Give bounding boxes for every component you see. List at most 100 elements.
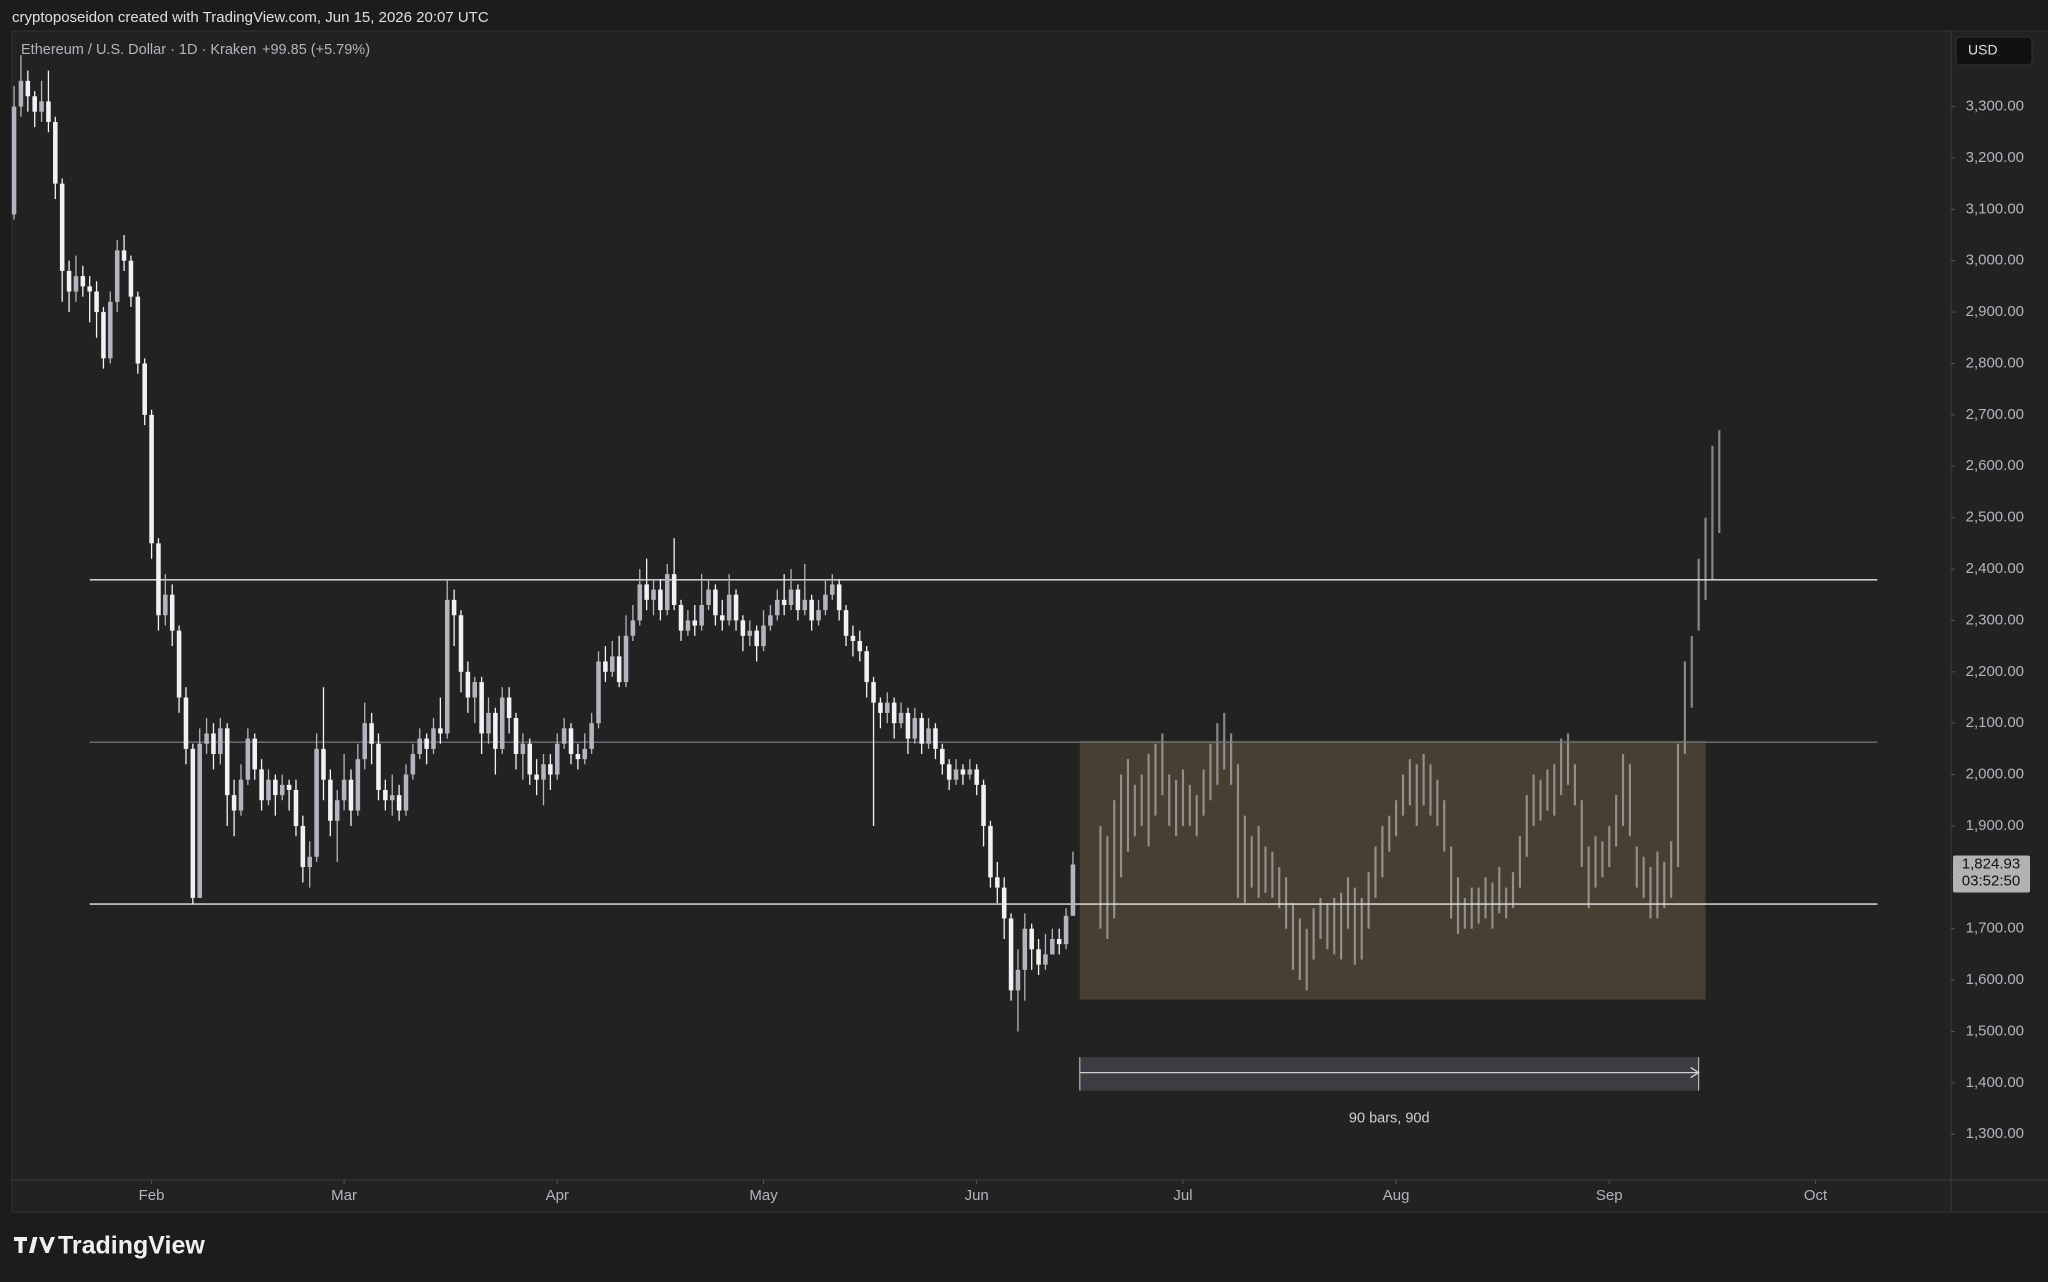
candle-body — [479, 682, 484, 734]
range-box — [1079, 740, 1706, 1000]
candle-body — [506, 697, 512, 719]
candle-body — [1056, 938, 1062, 945]
candle-body — [554, 743, 560, 775]
candle-body — [802, 599, 808, 611]
x-tick-label: Apr — [546, 1187, 569, 1204]
candle-body — [692, 620, 698, 626]
candle-body — [486, 712, 491, 734]
date-range-arrowhead — [1690, 1067, 1700, 1079]
candle-body — [245, 738, 251, 780]
candle-body — [25, 80, 31, 97]
candle-body — [355, 759, 361, 811]
y-tick-label: 2,300.00 — [1966, 611, 2024, 628]
candle-body — [218, 728, 223, 755]
candle-body — [575, 754, 581, 760]
candle-body — [224, 728, 230, 796]
candle-body — [53, 121, 58, 184]
candle-body — [204, 733, 209, 744]
currency-button[interactable] — [1955, 36, 2033, 66]
x-tick-label: Mar — [331, 1187, 357, 1204]
candle-body — [974, 769, 979, 785]
candle-body — [781, 599, 787, 605]
candle-body — [403, 774, 409, 811]
candle-body — [850, 635, 856, 641]
candle-body — [396, 795, 402, 811]
candle-body — [658, 589, 663, 611]
candle-body — [830, 584, 835, 595]
x-tick-label: Feb — [139, 1187, 165, 1204]
candle-body — [775, 599, 780, 616]
candle-body — [527, 743, 533, 775]
y-tick-label: 2,700.00 — [1966, 406, 2024, 423]
candle-body — [1070, 864, 1076, 916]
candle-body — [286, 784, 292, 790]
change-legend: +99.85 (+5.79%) — [262, 42, 370, 58]
candle-body — [101, 312, 106, 359]
candle-body — [211, 733, 216, 755]
candle-body — [376, 743, 381, 790]
candle-body — [73, 276, 79, 292]
candle-body — [733, 594, 739, 621]
candle-body — [582, 748, 588, 760]
candle-body — [596, 661, 601, 724]
y-tick-label: 1,900.00 — [1966, 817, 2024, 834]
candle-body — [300, 825, 306, 868]
candle-body — [341, 779, 347, 801]
candle-body — [46, 101, 51, 122]
candle-body — [183, 697, 189, 749]
candle-body — [458, 615, 464, 672]
candle-body — [1036, 949, 1041, 965]
candle-body — [266, 779, 271, 801]
candle-body — [197, 743, 202, 898]
candle-body — [871, 682, 876, 703]
date-range — [1079, 1057, 1699, 1091]
candle-body — [156, 543, 161, 616]
time-axis — [12, 1180, 2048, 1212]
candle-body — [169, 594, 175, 631]
candle-body — [389, 795, 395, 801]
candle-body — [190, 748, 196, 898]
candle-body — [80, 276, 86, 287]
date-range-label: 90 bars, 90d — [1349, 1110, 1430, 1126]
y-tick-label: 3,100.00 — [1966, 200, 2024, 217]
candle-body — [981, 784, 986, 826]
x-tick-label: May — [749, 1187, 778, 1204]
candle-body — [108, 301, 113, 359]
candle-body — [1008, 918, 1014, 991]
candle-body — [933, 728, 938, 749]
candle-body — [231, 795, 237, 811]
candle-body — [768, 615, 773, 626]
candle-body — [1001, 887, 1007, 919]
candle-body — [279, 784, 285, 796]
x-tick-label: Jul — [1173, 1187, 1192, 1204]
candle-body — [953, 769, 959, 780]
candle-body — [1063, 915, 1069, 945]
candle-body — [59, 183, 65, 271]
candle-body — [163, 594, 168, 616]
candle-body — [905, 712, 911, 739]
candle-body — [788, 589, 794, 605]
candle-body — [321, 748, 326, 780]
candle-body — [431, 728, 436, 749]
candle-body — [238, 779, 244, 811]
candle-body — [836, 584, 842, 611]
candle-body — [561, 728, 567, 744]
candle-body — [499, 697, 505, 749]
y-tick-label: 3,000.00 — [1966, 252, 2024, 269]
candle-body — [960, 769, 966, 775]
y-tick-label: 2,200.00 — [1966, 663, 2024, 680]
candle-body — [307, 856, 312, 868]
y-tick-label: 1,600.00 — [1966, 971, 2024, 988]
x-tick-label: Oct — [1804, 1187, 1828, 1204]
candle-body — [11, 106, 17, 215]
candle-body — [1022, 928, 1028, 970]
candle-body — [444, 599, 450, 734]
candle-body — [616, 656, 622, 683]
candle-body — [362, 723, 368, 760]
candle-body — [114, 250, 120, 302]
candle-body — [1015, 969, 1021, 991]
last-price-box — [1953, 855, 2030, 893]
candle-body — [438, 728, 443, 734]
candle-body — [946, 764, 952, 780]
candle-body — [651, 589, 656, 600]
